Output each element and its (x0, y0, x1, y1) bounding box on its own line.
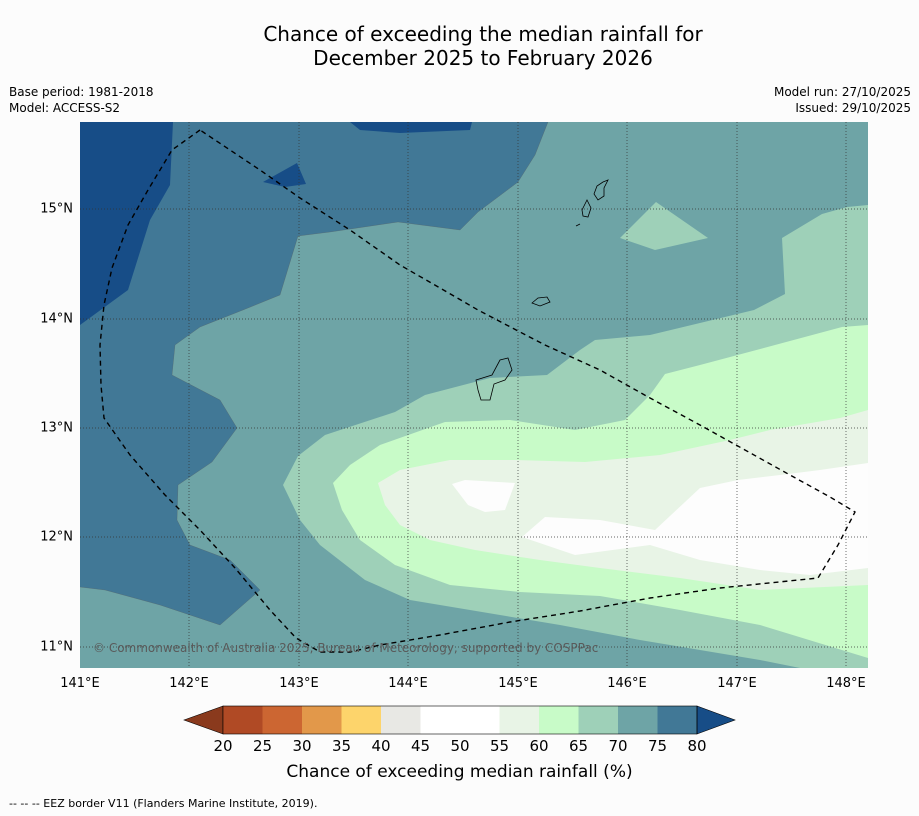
colorbar-label: Chance of exceeding median rainfall (%) (286, 762, 633, 782)
title-line-1: Chance of exceeding the median rainfall … (263, 22, 703, 46)
graticule (80, 122, 868, 668)
colorbar-cell (657, 706, 697, 734)
colorbar-cell (578, 706, 618, 734)
lon-label: 148°E (826, 676, 866, 691)
model-run: Model run: 27/10/2025 (773, 85, 911, 99)
islands (475, 179, 609, 401)
colorbar-cell (499, 706, 539, 734)
colorbar-cell (381, 706, 421, 734)
lat-label: 14°N (40, 311, 73, 327)
colorbar-cell (262, 706, 302, 734)
base-period: Base period: 1981-2018 (9, 85, 154, 99)
chart-title: Chance of exceeding the median rainfall … (0, 22, 919, 70)
colorbar-cell (223, 706, 263, 734)
lon-label: 141°E (60, 676, 100, 691)
lon-label: 143°E (279, 676, 319, 691)
eez-footnote: -- -- -- EEZ border V11 (Flanders Marine… (9, 797, 318, 810)
island-saipan (593, 179, 609, 201)
title-line-2: December 2025 to February 2026 (313, 46, 653, 70)
lat-label: 13°N (40, 420, 73, 436)
colorbar-tick: 55 (489, 737, 510, 755)
colorbar-tick: 75 (647, 737, 668, 755)
colorbar-tick: 35 (331, 737, 352, 755)
meta-right: Model run: 27/10/2025 Issued: 29/10/2025 (774, 84, 911, 116)
colorbar-cell (302, 706, 342, 734)
colorbar-tick: 50 (450, 737, 470, 755)
colorbar-extend-high (696, 705, 736, 735)
colorbar-tick: 60 (529, 737, 549, 755)
colorbar-tick: 45 (410, 737, 431, 755)
lat-label: 12°N (40, 529, 73, 545)
zone-50-55 (522, 463, 868, 575)
lon-label: 144°E (388, 676, 428, 691)
colorbar-cell (420, 706, 460, 734)
island-tinian (581, 199, 592, 218)
zone-80-plus-west (80, 122, 173, 325)
eez-border (99, 129, 856, 653)
lon-label: 146°E (607, 676, 647, 691)
zone-50-55-small (452, 480, 515, 512)
colorbar-tick: 40 (371, 737, 391, 755)
zone-65-70-north (620, 202, 708, 250)
zone-80-plus-north (350, 122, 472, 133)
map-panel (80, 122, 868, 668)
model-name: Model: ACCESS-S2 (9, 101, 121, 115)
rainfall-map (80, 122, 868, 668)
lon-label: 145°E (498, 676, 538, 691)
colorbar-extend-low (183, 705, 224, 735)
colorbar-tick: 80 (687, 737, 707, 755)
lon-label: 142°E (169, 676, 209, 691)
colorbar-outline (222, 705, 698, 735)
island-guam (475, 357, 513, 401)
island-aguijan (575, 223, 581, 227)
meta-left: Base period: 1981-2018 Model: ACCESS-S2 (9, 84, 154, 116)
colorbar-cell (618, 706, 658, 734)
issued-date: Issued: 29/10/2025 (795, 101, 911, 115)
colorbar-cell (539, 706, 579, 734)
colorbar-tick: 20 (213, 737, 233, 755)
lat-label: 15°N (40, 201, 73, 217)
lat-label: 11°N (40, 639, 73, 655)
colorbar-tick: 30 (292, 737, 312, 755)
lon-label: 147°E (717, 676, 757, 691)
colorbar-tick: 70 (608, 737, 628, 755)
copyright-notice: © Commonwealth of Australia 2025, Bureau… (93, 641, 599, 655)
colorbar-cell (341, 706, 381, 734)
colorbar-tick: 65 (568, 737, 589, 755)
colorbar-tick: 25 (252, 737, 273, 755)
zone-80-plus-patch (263, 163, 306, 187)
colorbar (183, 705, 736, 735)
colorbar-cell (460, 706, 500, 734)
island-rota (531, 296, 551, 307)
